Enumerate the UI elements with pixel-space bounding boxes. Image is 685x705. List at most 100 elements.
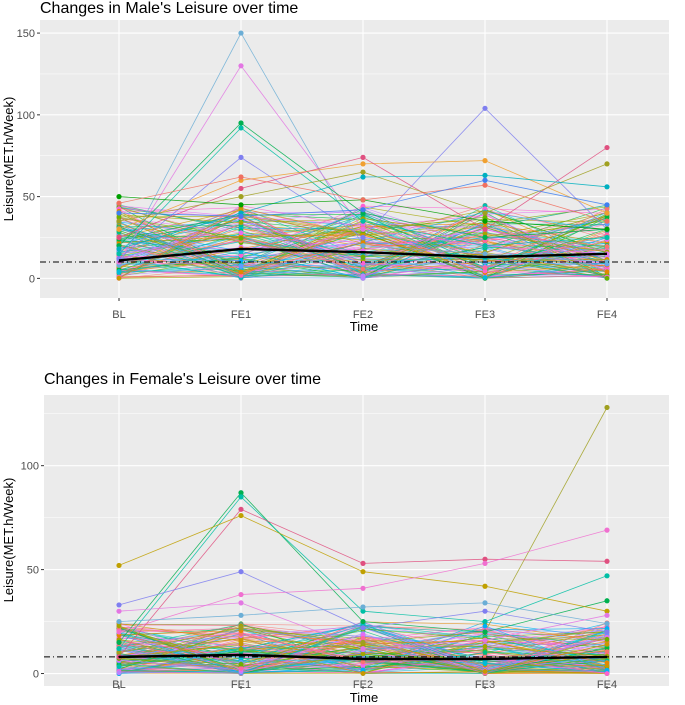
female-chart-title: Changes in Female's Leisure over time — [44, 371, 321, 388]
subject-point-highlight — [116, 210, 122, 216]
subject-point-highlight — [604, 558, 610, 564]
subject-point-highlight — [604, 161, 610, 167]
subject-point — [482, 643, 488, 649]
male-leisure-chart: Changes in Male's Leisure over time 0 50 1… — [1, 0, 669, 334]
subject-point — [604, 636, 610, 642]
subject-point-highlight — [482, 600, 488, 606]
subject-point-highlight — [482, 243, 488, 249]
male-y-axis-label: Leisure(MET.h/Week) — [1, 97, 16, 222]
subject-point-highlight — [482, 251, 488, 257]
subject-point-highlight — [482, 105, 488, 111]
subject-point — [482, 650, 488, 655]
subject-point-highlight — [604, 598, 610, 604]
y-tick-label: 0 — [33, 669, 39, 681]
subject-point-highlight — [482, 608, 488, 614]
subject-point-highlight — [482, 158, 488, 164]
x-tick-label: BL — [112, 309, 125, 321]
subject-point — [238, 272, 244, 278]
x-tick-label: FE4 — [597, 679, 617, 691]
mean-line — [118, 247, 608, 262]
subject-point-highlight — [360, 560, 366, 566]
subject-point-highlight — [360, 197, 366, 203]
subject-point — [360, 203, 366, 209]
subject-point-highlight — [482, 583, 488, 589]
subject-point-highlight — [116, 629, 122, 635]
subject-point — [238, 665, 244, 671]
subject-point — [116, 623, 122, 629]
subject-point-highlight — [360, 226, 366, 232]
subject-point — [360, 273, 366, 279]
subject-point — [482, 661, 488, 667]
subject-point — [360, 254, 366, 260]
subject-point — [482, 265, 488, 271]
subject-point — [482, 669, 488, 674]
subject-point-highlight — [238, 194, 244, 200]
subject-point-highlight — [238, 154, 244, 160]
subject-point — [360, 636, 366, 641]
female-y-axis-label: Leisure(MET.h/Week) — [1, 478, 16, 603]
subject-point-highlight — [238, 185, 244, 192]
subject-point-highlight — [116, 645, 122, 652]
subject-point-highlight — [360, 169, 366, 175]
subject-point — [238, 249, 244, 255]
y-tick-label: 50 — [27, 565, 39, 577]
subject-point — [360, 659, 366, 665]
subject-point-highlight — [360, 639, 366, 645]
y-tick-label: 150 — [17, 28, 35, 40]
male-series-points — [116, 30, 610, 281]
subject-point — [604, 244, 610, 249]
y-tick-label: 100 — [21, 461, 39, 473]
subject-point-highlight — [360, 234, 366, 241]
subject-point-highlight — [604, 184, 610, 190]
subject-point-highlight — [116, 650, 122, 656]
subject-point-highlight — [482, 618, 488, 625]
x-tick-label: BL — [112, 679, 125, 691]
subject-point-highlight — [604, 621, 610, 627]
female-mean-and-reference — [44, 653, 669, 661]
subject-point — [116, 670, 122, 676]
male-x-axis-label: Time — [350, 319, 378, 334]
y-tick-label: 0 — [29, 273, 35, 285]
subject-point-highlight — [360, 161, 366, 167]
subject-point-highlight — [482, 182, 488, 188]
subject-point — [604, 641, 610, 647]
female-leisure-chart: Changes in Female's Leisure over time 0 5… — [1, 371, 669, 705]
x-tick-label: FE1 — [231, 679, 251, 691]
subject-point-highlight — [604, 608, 610, 614]
subject-point-highlight — [604, 629, 610, 635]
female-series-points — [116, 404, 610, 676]
subject-point-highlight — [238, 63, 244, 69]
subject-point — [116, 664, 122, 670]
subject-point-highlight — [482, 560, 488, 566]
subject-point-highlight — [238, 612, 244, 618]
subject-point — [604, 275, 610, 281]
subject-point-highlight — [604, 259, 610, 265]
subject-point-highlight — [116, 602, 122, 608]
subject-point-highlight — [360, 569, 366, 575]
subject-point-highlight — [238, 569, 244, 575]
subject-point-highlight — [360, 585, 366, 591]
subject-point — [238, 264, 244, 269]
subject-point — [604, 206, 610, 212]
subject-point — [238, 230, 244, 236]
subject-point-highlight — [238, 213, 244, 219]
subject-point-highlight — [360, 608, 366, 614]
subject-point-highlight — [238, 600, 244, 606]
subject-point — [238, 253, 244, 258]
subject-point-highlight — [116, 618, 122, 625]
subject-point-highlight — [360, 618, 366, 625]
y-tick-label: 50 — [23, 192, 35, 204]
subject-point-highlight — [604, 234, 610, 241]
subject-point-highlight — [116, 251, 122, 257]
subject-point-highlight — [238, 506, 244, 512]
subject-point-highlight — [116, 234, 122, 241]
x-tick-label: FE3 — [475, 309, 495, 321]
subject-point-highlight — [482, 210, 488, 216]
subject-point-highlight — [360, 154, 366, 160]
y-tick-label: 100 — [17, 110, 35, 122]
subject-point-highlight — [360, 625, 366, 631]
subject-point-highlight — [238, 30, 244, 36]
subject-point-highlight — [238, 591, 244, 598]
subject-point-highlight — [238, 120, 244, 126]
